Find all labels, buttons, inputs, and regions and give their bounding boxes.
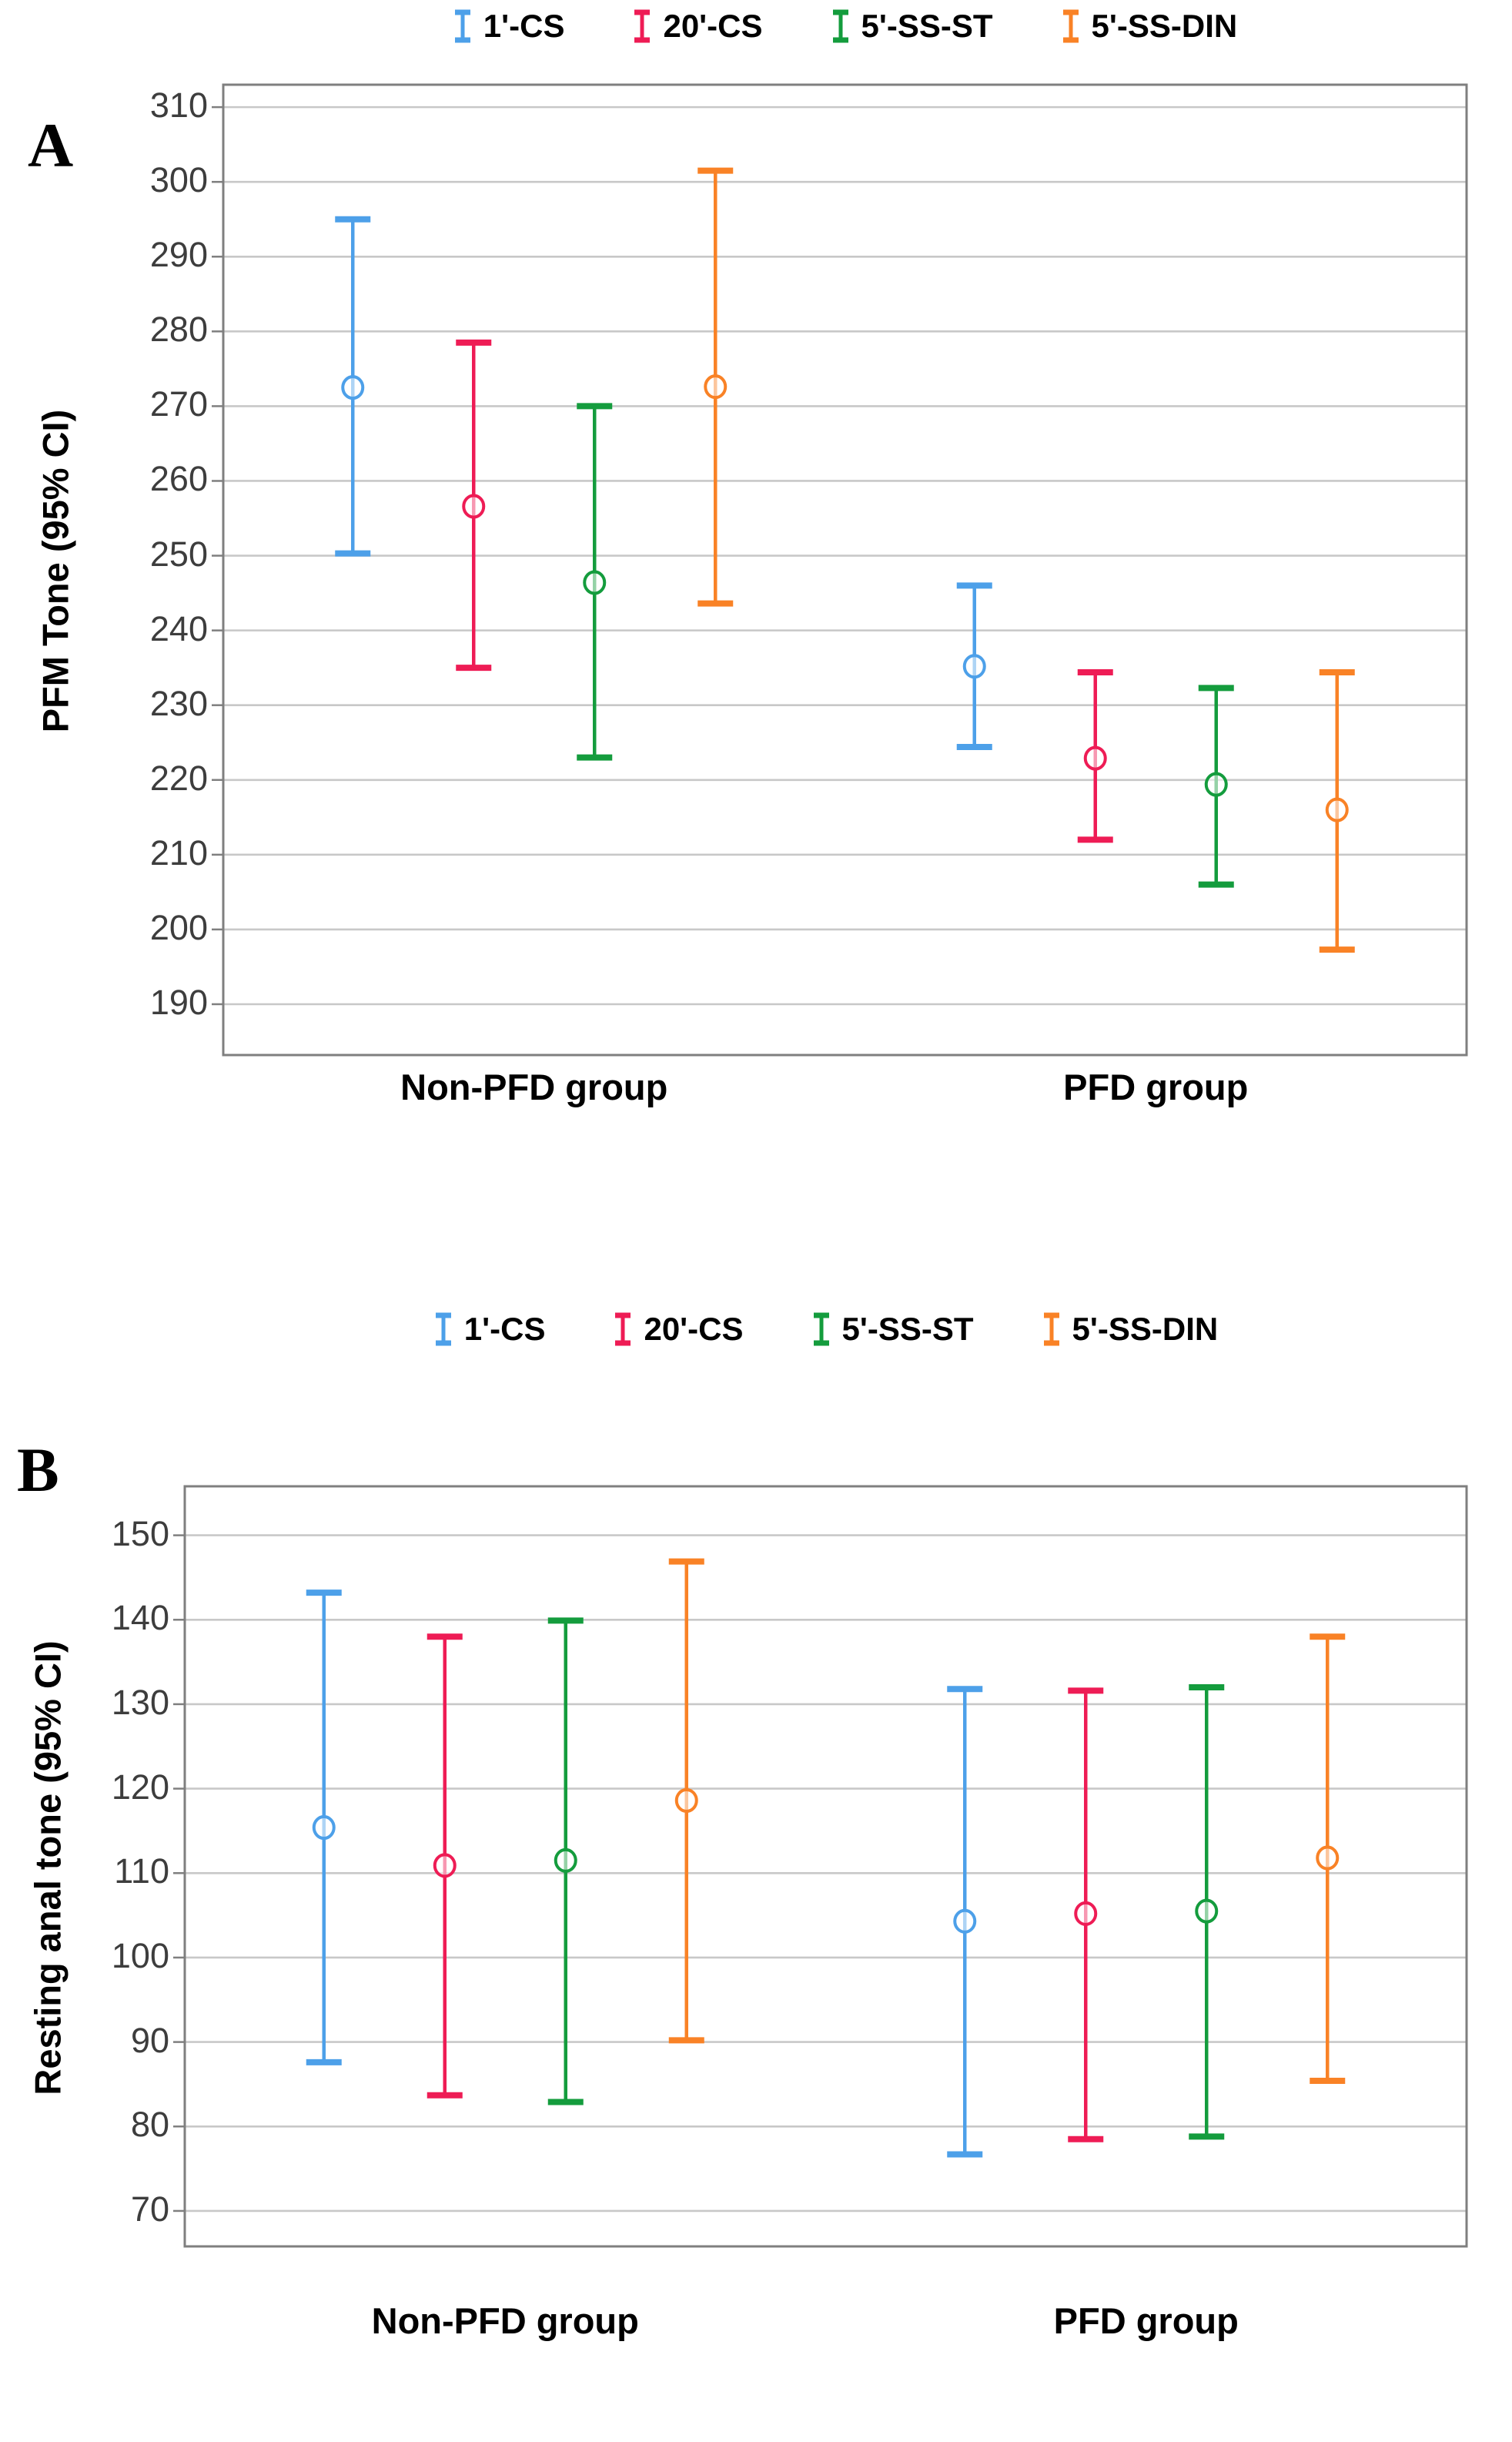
mean-marker [1204,772,1228,797]
panel-a-label: A [28,110,74,180]
panel-a-plot-area [212,83,1468,1057]
y-tick-label: 230 [149,683,208,723]
y-tick-label: 240 [149,608,208,648]
mean-marker [674,1787,698,1813]
errorbar-5'-SS-ST-Non-PFD group [547,1617,584,2105]
y-tick-label: 300 [149,160,208,200]
errorbar-5'-SS-ST-PFD group [1189,1684,1225,2140]
y-tick-label: 150 [111,1513,169,1553]
y-tick-label: 110 [114,1851,169,1891]
errorbar-20'-CS-PFD group [1068,1687,1104,2142]
errorbar-20'-CS-Non-PFD group [427,1633,463,2099]
legend-entry: 1'-CS [453,8,565,45]
legend-label: 5'-SS-ST [841,1311,974,1347]
mean-marker [953,1908,977,1934]
x-category-label: Non-PFD group [400,1067,668,1107]
errorbar-20'-CS-PFD group [1077,668,1113,843]
errorbar-legend-icon [454,9,470,43]
mean-marker [554,1847,577,1873]
mean-marker [962,654,986,679]
y-tick-label: 120 [111,1767,169,1807]
y-tick-label: 130 [111,1682,169,1722]
legend-label: 5'-SS-DIN [1072,1311,1219,1347]
legend-label: 1'-CS [483,8,565,44]
errorbar-1'-CS-PFD group [947,1686,983,2158]
errorbar-5'-SS-ST-PFD group [1198,685,1234,888]
y-tick-label: 280 [149,310,208,350]
errorbar-legend-icon [634,9,651,43]
errorbar-5'-SS-DIN-PFD group [1319,668,1355,953]
mean-marker [1316,1845,1340,1871]
y-tick-label: 70 [130,2189,169,2229]
mean-marker [583,570,607,595]
legend-entry: 5'-SS-ST [811,1311,974,1348]
legend-entry: 5'-SS-DIN [1042,1311,1219,1348]
errorbar-5'-SS-DIN-Non-PFD group [668,1558,704,2044]
errorbar-legend-icon [1043,1312,1059,1346]
errorbar-legend-icon [1062,9,1079,43]
y-tick-label: 140 [111,1598,169,1638]
errorbar-legend-icon [832,9,848,43]
legend-entry: 20'-CS [613,1311,744,1348]
panel-a-legend: 1'-CS 20'-CS 5'-SS-ST 5'-SS-DIN [223,6,1467,46]
y-tick-label: 260 [149,459,208,499]
x-category-label: Non-PFD group [371,2300,639,2341]
mean-marker [1195,1898,1219,1924]
legend-entry: 5'-SS-ST [831,8,993,45]
y-tick-label: 90 [130,2020,169,2060]
errorbar-legend-icon [435,1312,451,1346]
mean-marker [1074,1901,1098,1926]
mean-marker [704,374,728,400]
y-tick-label: 250 [149,534,208,574]
y-tick-label: 100 [111,1935,169,1975]
plot-frame [183,1485,1468,2248]
errorbar-20'-CS-Non-PFD group [456,339,492,672]
panel-b-plot-area [173,1485,1468,2248]
x-category-label: PFD group [1053,2300,1239,2341]
errorbar-1'-CS-Non-PFD group [306,1589,342,2065]
panel-b-label: B [17,1435,59,1505]
mean-marker [462,494,486,519]
mean-marker [312,1815,336,1841]
mean-marker [1325,797,1349,822]
y-tick-label: 210 [149,832,208,873]
y-tick-label: 190 [149,982,208,1022]
y-tick-label: 220 [149,758,208,798]
errorbar-legend-icon [813,1312,829,1346]
errorbar-legend-icon [615,1312,631,1346]
y-tick-label: 310 [149,85,208,126]
y-tick-label: 270 [149,384,208,424]
mean-marker [1083,745,1107,771]
panel-b-legend: 1'-CS 20'-CS 5'-SS-ST 5'-SS-DIN [185,1309,1467,1349]
errorbar-1'-CS-PFD group [956,582,992,751]
errorbar-5'-SS-ST-Non-PFD group [577,403,613,761]
plot-frame [222,83,1468,1057]
y-tick-label: 290 [149,235,208,275]
legend-entry: 1'-CS [433,1311,546,1348]
legend-label: 20'-CS [644,1311,744,1347]
legend-label: 5'-SS-DIN [1091,8,1238,44]
errorbar-1'-CS-Non-PFD group [335,216,371,557]
y-tick-label: 200 [149,907,208,947]
legend-label: 5'-SS-ST [861,8,993,44]
legend-entry: 5'-SS-DIN [1061,8,1238,45]
legend-label: 1'-CS [463,1311,546,1347]
mean-marker [433,1853,457,1878]
y-tick-label: 80 [130,2105,169,2145]
legend-label: 20'-CS [663,8,763,44]
errorbar-5'-SS-DIN-Non-PFD group [697,167,734,607]
errorbar-5'-SS-DIN-PFD group [1310,1633,1346,2085]
x-category-label: PFD group [1063,1067,1249,1107]
panel-a-y-axis-title: PFM Tone (95% CI) [35,409,76,733]
legend-entry: 20'-CS [632,8,763,45]
mean-marker [341,375,365,400]
